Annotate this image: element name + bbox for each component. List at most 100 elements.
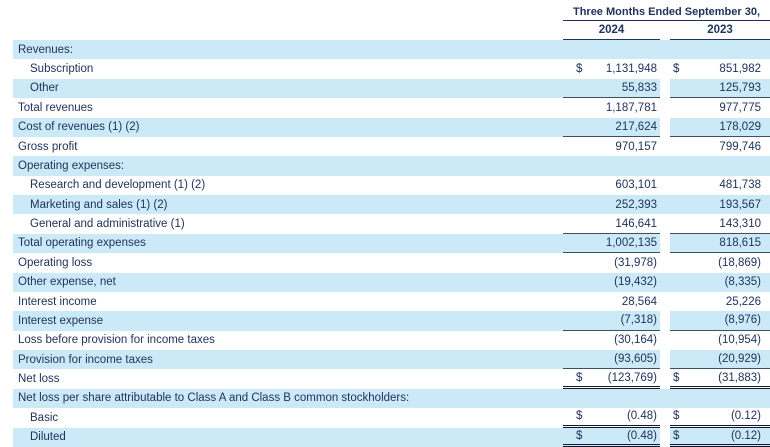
column-gap	[660, 214, 670, 233]
column-gap	[660, 78, 670, 99]
table-row: Provision for income taxes (93,605) (20,92…	[13, 350, 770, 370]
column-gap	[660, 253, 670, 272]
row-label: Other expense, net	[18, 276, 116, 289]
value-cell: $ (123,769)	[563, 369, 660, 389]
value-cell: (93,605)	[563, 350, 660, 370]
value-cell: 603,101	[563, 176, 660, 195]
row-values: 146,641 143,310	[563, 214, 770, 234]
value-2024: 970,157	[615, 140, 657, 153]
value-cell: (30,164)	[563, 331, 660, 350]
value-cell: (8,335)	[670, 273, 770, 292]
table-row: Interest income 28,564 25,226	[13, 292, 770, 311]
value-cell: $ (0.48)	[563, 428, 660, 447]
row-values: $ (0.48) $ (0.12)	[563, 427, 770, 447]
column-gap	[660, 350, 670, 370]
dollar-sign: $	[673, 63, 680, 76]
table-header: Three Months Ended September 30, 2024 20…	[0, 0, 770, 40]
column-gap	[660, 195, 670, 214]
table-row: Net loss $ (123,769) $ (31,883)	[13, 369, 770, 389]
row-values: $ (0.48) $ (0.12)	[563, 408, 770, 428]
value-2024: (30,164)	[614, 334, 657, 347]
row-values: 970,157 799,746	[563, 137, 770, 156]
value-2024: 217,624	[615, 120, 657, 133]
value-cell: (31,978)	[563, 253, 660, 272]
value-2023: 851,982	[719, 63, 761, 76]
value-2023: 125,793	[719, 81, 761, 94]
row-label: Cost of revenues (1) (2)	[18, 121, 140, 134]
row-label: Total operating expenses	[18, 237, 146, 250]
value-cell	[670, 156, 770, 175]
row-label: Other	[30, 82, 59, 95]
value-2024: 252,393	[615, 198, 657, 211]
row-values	[563, 40, 770, 59]
value-2024: 28,564	[621, 295, 657, 308]
value-cell: (20,929)	[670, 350, 770, 370]
dollar-sign: $	[576, 371, 583, 384]
value-2023: (8,335)	[724, 276, 761, 289]
year-headers: 2024 2023	[563, 21, 770, 40]
column-gap	[660, 408, 670, 427]
value-cell	[670, 40, 770, 59]
row-values: 217,624 178,029	[563, 117, 770, 137]
value-2023: 799,746	[719, 140, 761, 153]
value-2023: 178,029	[719, 120, 761, 133]
row-label: Gross profit	[18, 140, 78, 153]
column-gap	[660, 292, 670, 311]
table-row: Marketing and sales (1) (2) 252,393 193,56…	[13, 195, 770, 215]
row-label: Research and development (1) (2)	[30, 179, 206, 192]
row-values: 252,393 193,567	[563, 195, 770, 214]
value-2024: 146,641	[615, 217, 657, 230]
value-2023: (10,954)	[718, 334, 761, 347]
table-row: Basic $ (0.48) $ (0.12)	[13, 408, 770, 428]
value-2023: 977,775	[719, 101, 761, 114]
row-label: Marketing and sales (1) (2)	[30, 198, 168, 211]
table-row: Cost of revenues (1) (2) 217,624 178,029	[13, 117, 770, 137]
table-row: Gross profit 970,157 799,746	[13, 137, 770, 156]
value-2023: 193,567	[719, 198, 761, 211]
value-cell: 28,564	[563, 292, 660, 311]
row-values: (30,164) (10,954)	[563, 331, 770, 350]
table-row: Operating loss (31,978) (18,869)	[13, 253, 770, 272]
period-header: Three Months Ended September 30,	[563, 0, 770, 21]
table-row: Diluted $ (0.48) $ (0.12)	[13, 427, 770, 447]
row-values: 28,564 25,226	[563, 292, 770, 311]
table-row: Research and development (1) (2) 603,101 4…	[13, 176, 770, 195]
year-2023-header: 2023	[670, 21, 770, 40]
value-2024: (0.48)	[626, 410, 657, 423]
dollar-sign: $	[673, 410, 680, 423]
value-cell: 55,833	[563, 79, 660, 99]
value-cell: 146,641	[563, 214, 660, 234]
column-gap	[660, 59, 670, 78]
table-row: Other 55,833 125,793	[13, 78, 770, 99]
column-gap	[660, 273, 670, 292]
value-cell: 217,624	[563, 118, 660, 137]
value-cell: $ (31,883)	[670, 369, 770, 389]
value-2023: (8,976)	[724, 314, 761, 327]
value-2024: 603,101	[615, 179, 657, 192]
value-cell: $1,131,948	[563, 59, 660, 78]
row-values: (19,432) (8,335)	[563, 273, 770, 292]
row-label: Operating expenses:	[18, 159, 125, 172]
column-gap	[660, 311, 670, 331]
row-label: Operating loss	[18, 256, 93, 269]
value-cell: 25,226	[670, 292, 770, 311]
column-gap	[660, 369, 670, 388]
value-2024: 1,002,135	[605, 236, 657, 249]
value-cell	[563, 389, 660, 408]
column-gap	[660, 98, 670, 117]
value-cell: $851,982	[670, 59, 770, 78]
table-row: Net loss per share attributable to Class…	[13, 388, 770, 409]
row-values	[563, 156, 770, 175]
dollar-sign: $	[576, 63, 583, 76]
value-2023: (0.12)	[730, 429, 761, 442]
row-label: Loss before provision for income taxes	[18, 334, 215, 347]
row-values: (7,318) (8,976)	[563, 311, 770, 331]
value-2023: (0.12)	[730, 410, 761, 423]
column-gap	[660, 117, 670, 137]
table-row: Subscription $1,131,948 $851,982	[13, 59, 770, 78]
column-gap	[660, 233, 670, 254]
column-gap	[660, 331, 670, 350]
value-2024: (123,769)	[607, 371, 657, 384]
row-label: Basic	[30, 411, 59, 424]
